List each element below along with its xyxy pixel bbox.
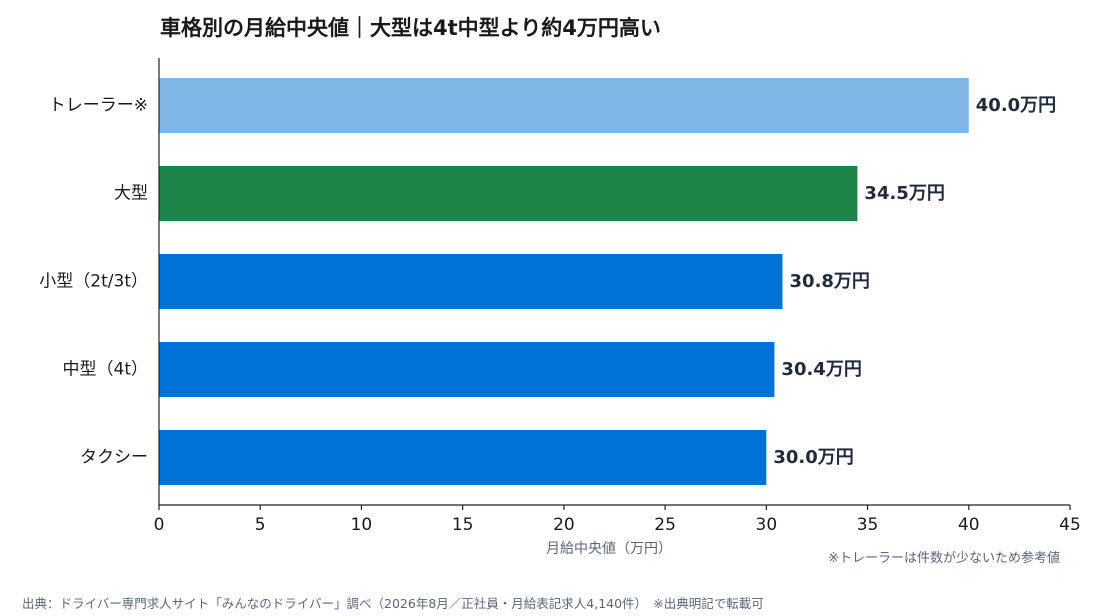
value-label: 40.0万円	[976, 95, 1056, 116]
x-tick-label: 45	[1059, 515, 1081, 535]
source-citation: 出典：ドライバー専門求人サイト「みんなのドライバー」調べ（2026年8月／正社員…	[22, 596, 764, 611]
category-label: 大型	[114, 184, 148, 204]
x-tick-label: 25	[654, 515, 676, 535]
category-label: タクシー	[80, 448, 148, 468]
x-tick-label: 30	[756, 515, 778, 535]
category-label: 中型（4t）	[63, 360, 148, 380]
value-label: 34.5万円	[864, 183, 944, 204]
bar-3	[159, 342, 775, 397]
bar-1	[159, 166, 858, 221]
footnote: ※トレーラーは件数が少ないため参考値	[828, 551, 1060, 566]
value-label: 30.0万円	[773, 447, 853, 468]
category-label: トレーラー※	[49, 96, 148, 116]
value-label: 30.4万円	[781, 359, 861, 380]
x-axis-title: 月給中央値（万円）	[546, 541, 672, 557]
bar-2	[159, 254, 783, 309]
x-tick-label: 0	[154, 515, 165, 535]
x-tick-label: 40	[958, 515, 980, 535]
x-tick-label: 20	[553, 515, 575, 535]
x-tick-label: 15	[452, 515, 474, 535]
category-label: 小型（2t/3t）	[39, 272, 148, 292]
bar-0	[159, 78, 969, 133]
x-tick-label: 10	[351, 515, 373, 535]
chart-title: 車格別の月給中央値｜大型は4t中型より約4万円高い	[160, 16, 661, 40]
x-tick-label: 5	[255, 515, 266, 535]
x-tick-label: 35	[857, 515, 879, 535]
value-label: 30.8万円	[790, 271, 870, 292]
bar-4	[159, 430, 767, 485]
